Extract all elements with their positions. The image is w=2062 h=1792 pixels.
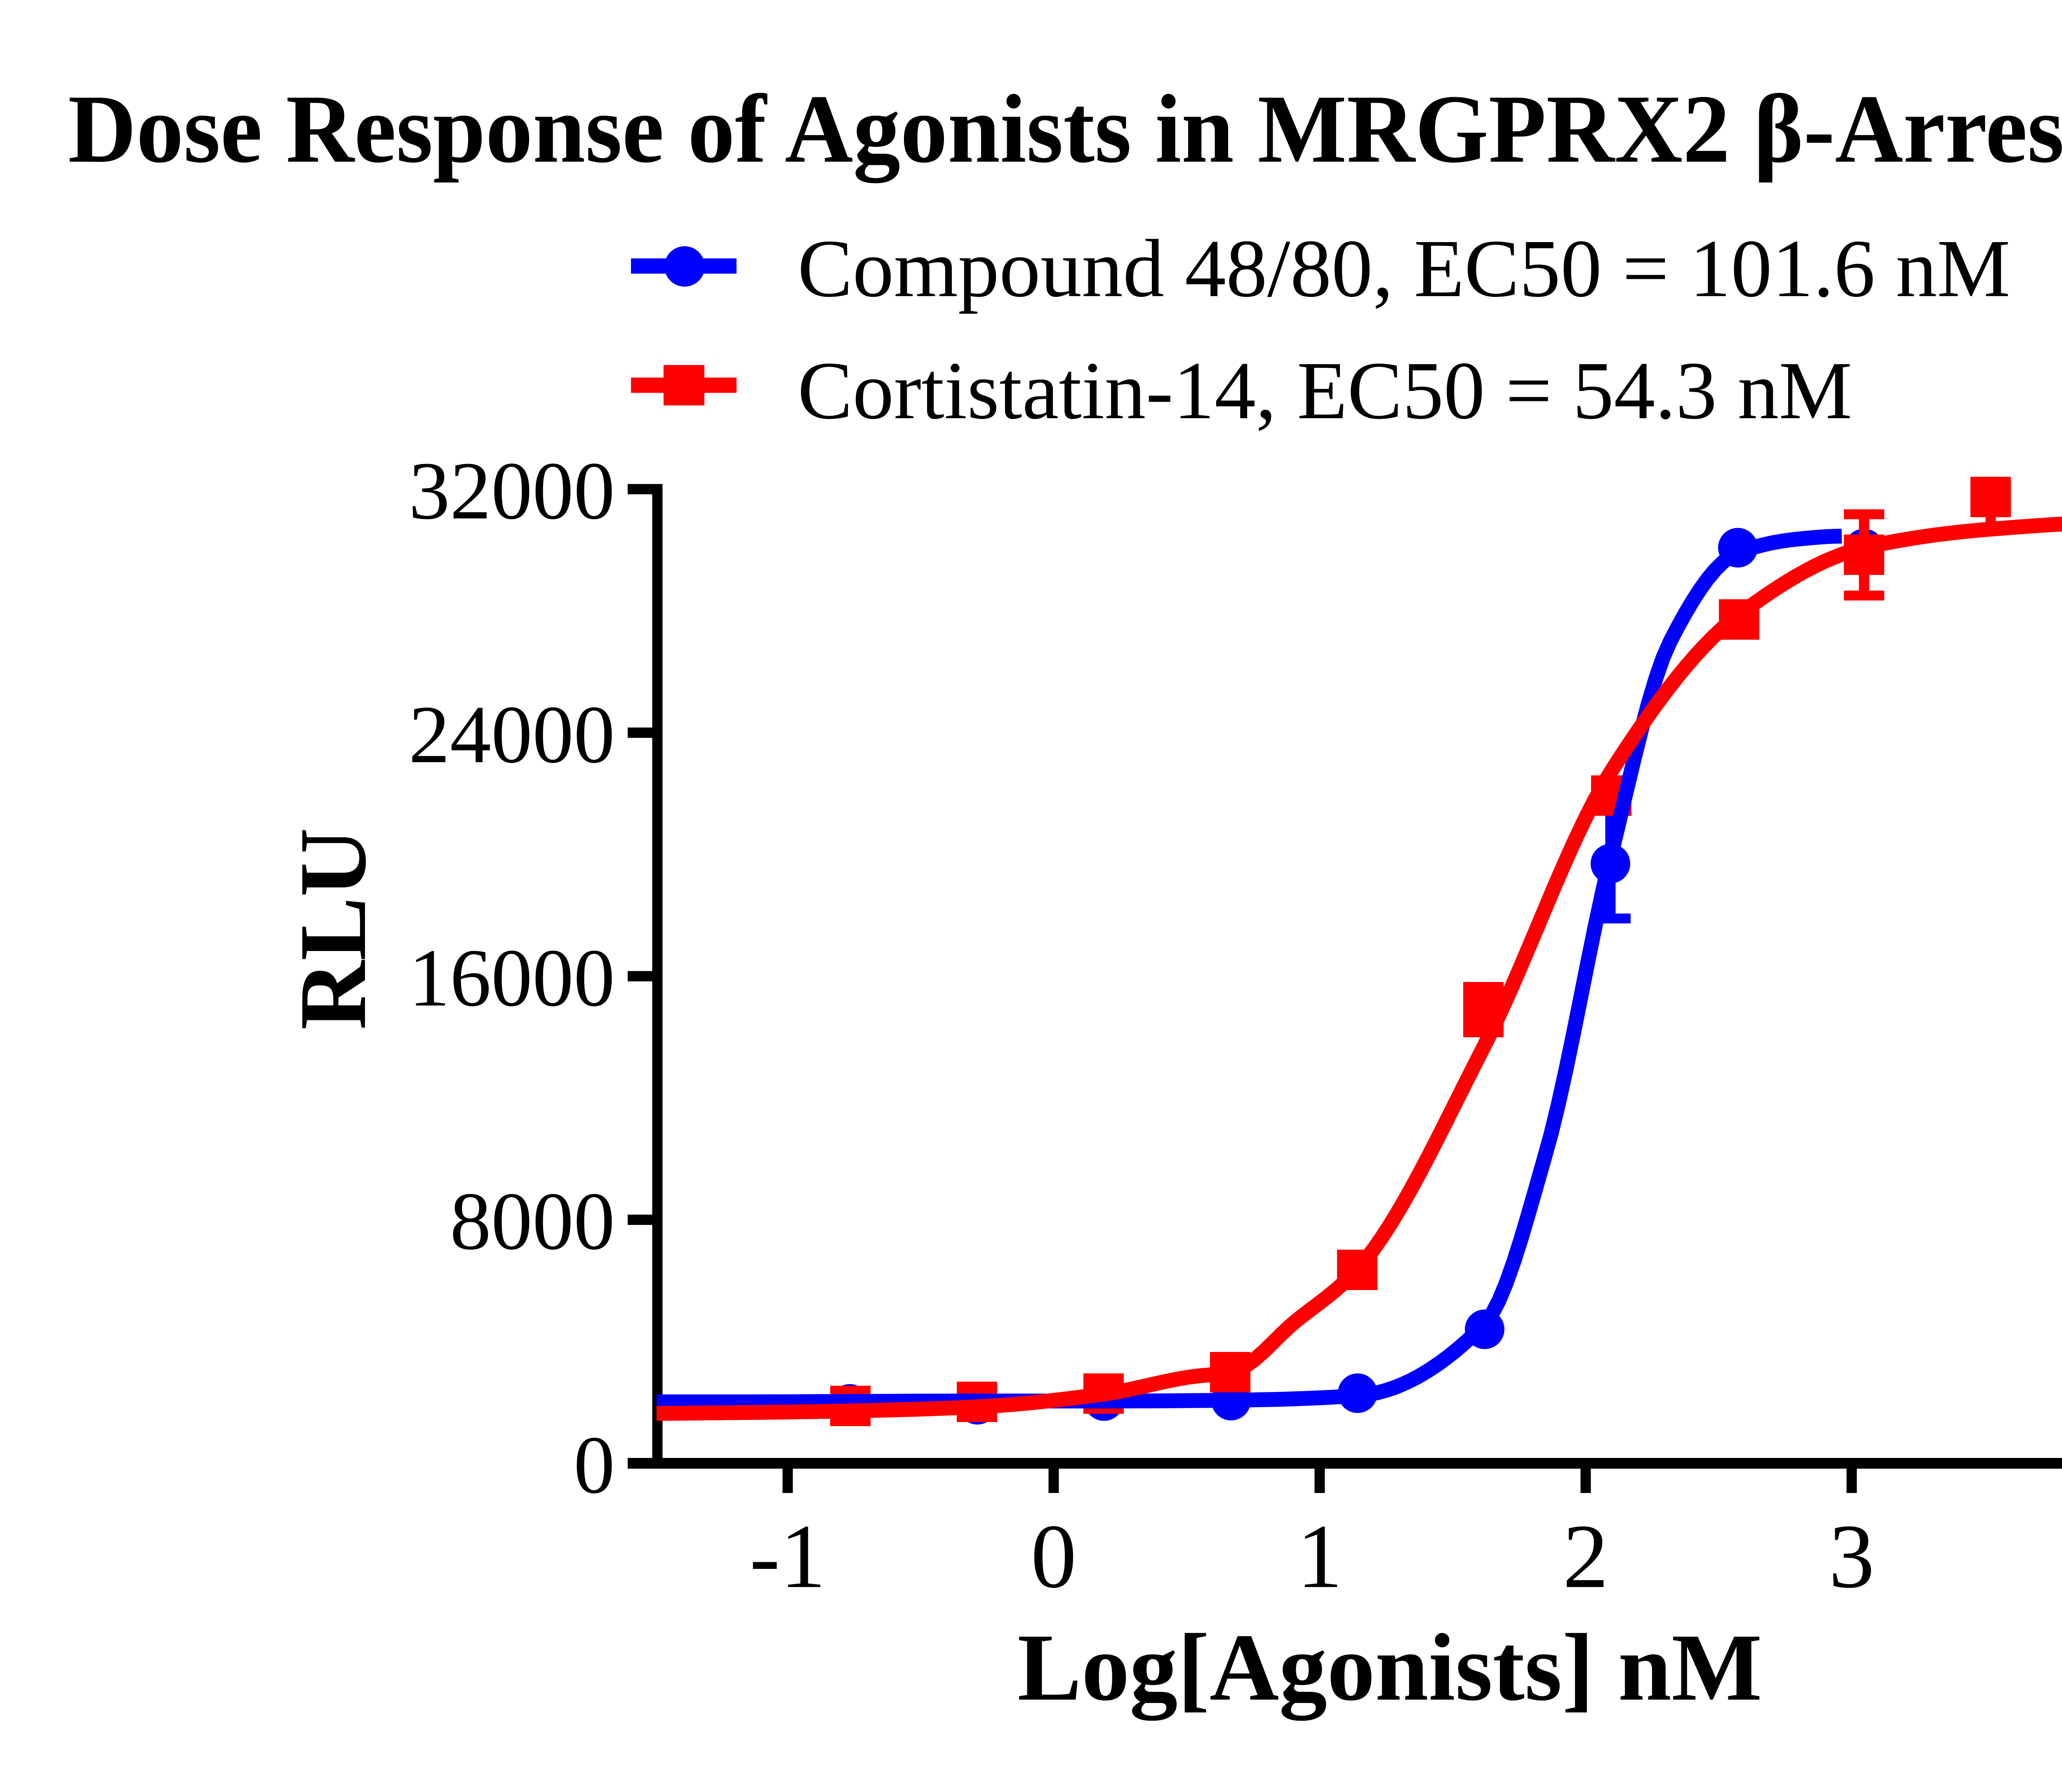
svg-text:32000: 32000 xyxy=(409,445,615,537)
svg-text:0: 0 xyxy=(1031,1506,1077,1607)
svg-text:Dose Response of Agonists in M: Dose Response of Agonists in MRGPRX2 β-A… xyxy=(68,75,2062,183)
svg-text:Log[Agonists] nM: Log[Agonists] nM xyxy=(1017,1614,1762,1721)
svg-text:8000: 8000 xyxy=(450,1176,615,1267)
svg-text:24000: 24000 xyxy=(409,689,615,780)
svg-text:Cortistatin-14, EC50 = 54.3 nM: Cortistatin-14, EC50 = 54.3 nM xyxy=(798,345,1852,436)
svg-text:0: 0 xyxy=(574,1420,615,1511)
svg-text:Compound 48/80, EC50 = 101.6 n: Compound 48/80, EC50 = 101.6 nM xyxy=(798,223,2010,314)
svg-text:16000: 16000 xyxy=(409,932,615,1024)
svg-text:RLU: RLU xyxy=(280,828,386,1030)
svg-text:2: 2 xyxy=(1563,1506,1609,1607)
svg-text:-1: -1 xyxy=(750,1506,826,1607)
svg-text:1: 1 xyxy=(1297,1506,1343,1607)
svg-text:3: 3 xyxy=(1829,1506,1875,1607)
